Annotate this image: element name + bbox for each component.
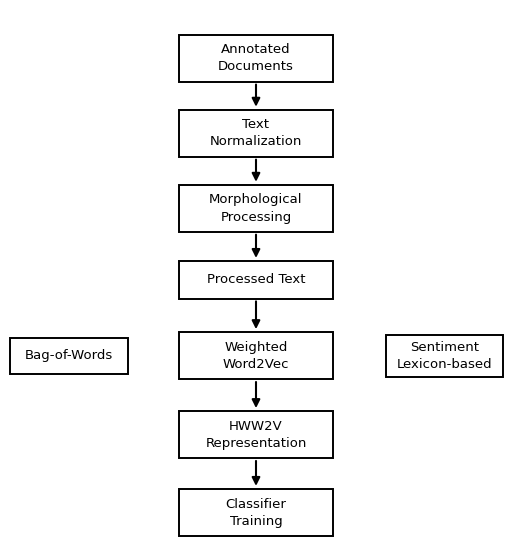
Text: Classifier
Training: Classifier Training [226, 498, 286, 528]
Bar [179, 489, 333, 536]
Bar [10, 337, 128, 374]
Text: Text
Normalization: Text Normalization [210, 118, 302, 148]
Bar [179, 34, 333, 82]
Text: Processed Text: Processed Text [207, 273, 305, 286]
Bar [179, 411, 333, 458]
Text: Morphological
Processing: Morphological Processing [209, 193, 303, 224]
Text: Weighted
Word2Vec: Weighted Word2Vec [223, 341, 289, 371]
Text: HWW2V
Representation: HWW2V Representation [205, 420, 307, 450]
Bar [179, 110, 333, 157]
Text: Sentiment
Lexicon-based: Sentiment Lexicon-based [397, 341, 492, 371]
Text: Bag-of-Words: Bag-of-Words [25, 349, 113, 363]
Bar [179, 261, 333, 299]
Bar [179, 332, 333, 379]
Bar [179, 185, 333, 232]
Bar [386, 335, 503, 377]
Text: Annotated
Documents: Annotated Documents [218, 43, 294, 73]
